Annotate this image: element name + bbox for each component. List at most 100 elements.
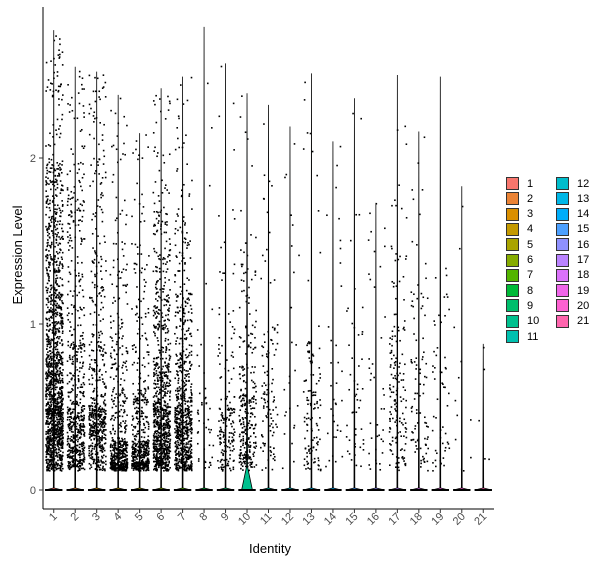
- data-point: [52, 232, 54, 234]
- data-point: [51, 424, 53, 426]
- data-point: [54, 366, 57, 368]
- data-point: [46, 373, 49, 376]
- data-point: [136, 286, 138, 288]
- data-point: [57, 164, 60, 167]
- data-point: [153, 407, 156, 410]
- data-point: [169, 102, 171, 105]
- data-point: [101, 467, 104, 469]
- data-point: [51, 465, 54, 468]
- data-point: [116, 135, 119, 137]
- data-point: [131, 448, 134, 451]
- data-point: [103, 468, 106, 470]
- data-point: [161, 417, 163, 419]
- data-point: [168, 153, 171, 156]
- data-point: [138, 440, 141, 442]
- data-point: [112, 302, 114, 304]
- data-point: [104, 241, 106, 243]
- data-point: [47, 287, 49, 290]
- x-tick-label: 12: [279, 511, 296, 528]
- data-point: [95, 412, 97, 415]
- data-point: [111, 337, 113, 339]
- data-point: [96, 386, 98, 389]
- data-point: [62, 351, 64, 354]
- data-point: [50, 303, 52, 305]
- data-point: [47, 301, 50, 303]
- data-point: [88, 418, 90, 421]
- data-point: [136, 453, 139, 456]
- data-point: [138, 450, 141, 452]
- data-point: [131, 243, 133, 245]
- data-point: [123, 411, 125, 414]
- data-point: [99, 379, 101, 381]
- data-point: [60, 352, 63, 354]
- data-point: [155, 448, 158, 451]
- data-point: [82, 448, 84, 451]
- data-point: [78, 280, 81, 283]
- data-point: [161, 346, 163, 349]
- data-point: [81, 273, 84, 276]
- data-point: [59, 163, 61, 165]
- data-point: [68, 443, 71, 446]
- data-point: [141, 468, 143, 470]
- data-point: [46, 458, 49, 461]
- data-point: [51, 201, 54, 203]
- data-point: [51, 395, 53, 398]
- data-point: [147, 439, 149, 441]
- data-point: [100, 182, 103, 184]
- data-point: [60, 171, 63, 174]
- data-point: [82, 147, 85, 149]
- data-point: [167, 452, 169, 455]
- data-point: [53, 222, 55, 224]
- data-point: [122, 456, 124, 458]
- data-point: [133, 398, 136, 401]
- data-point: [91, 410, 93, 412]
- data-point: [114, 444, 116, 446]
- data-point: [52, 124, 55, 126]
- data-point: [47, 463, 49, 465]
- data-point: [69, 104, 71, 106]
- data-point: [48, 414, 50, 416]
- data-point: [56, 183, 59, 186]
- data-point: [49, 254, 51, 256]
- data-point: [163, 298, 166, 301]
- data-point: [51, 317, 53, 319]
- data-point: [155, 230, 158, 233]
- data-point: [67, 391, 70, 394]
- data-point: [71, 109, 74, 112]
- data-point: [157, 401, 160, 403]
- data-point: [57, 412, 60, 415]
- data-point: [92, 261, 94, 264]
- data-point: [47, 311, 49, 313]
- data-point: [155, 94, 157, 97]
- data-point: [190, 335, 193, 338]
- data-point: [60, 320, 62, 322]
- data-point: [115, 393, 117, 395]
- data-point: [152, 450, 155, 453]
- data-point: [166, 299, 169, 302]
- data-point: [102, 430, 105, 433]
- data-point: [100, 460, 103, 463]
- data-point: [164, 469, 167, 471]
- data-point: [145, 466, 148, 468]
- data-point: [79, 462, 82, 464]
- data-point: [139, 461, 142, 464]
- data-point: [116, 231, 119, 234]
- data-point: [58, 269, 61, 272]
- data-point: [163, 388, 166, 390]
- data-point: [78, 416, 80, 418]
- data-point: [133, 401, 136, 404]
- data-point: [77, 374, 80, 377]
- data-point: [157, 195, 160, 197]
- data-point: [62, 408, 64, 410]
- data-point: [83, 435, 86, 437]
- data-point: [60, 394, 63, 397]
- data-point: [96, 402, 99, 405]
- data-point: [169, 438, 172, 441]
- data-point: [114, 446, 116, 448]
- data-point: [118, 467, 121, 469]
- data-point: [166, 268, 169, 270]
- data-point: [91, 408, 94, 411]
- data-point: [75, 417, 78, 420]
- data-point: [46, 228, 49, 230]
- data-point: [82, 343, 85, 345]
